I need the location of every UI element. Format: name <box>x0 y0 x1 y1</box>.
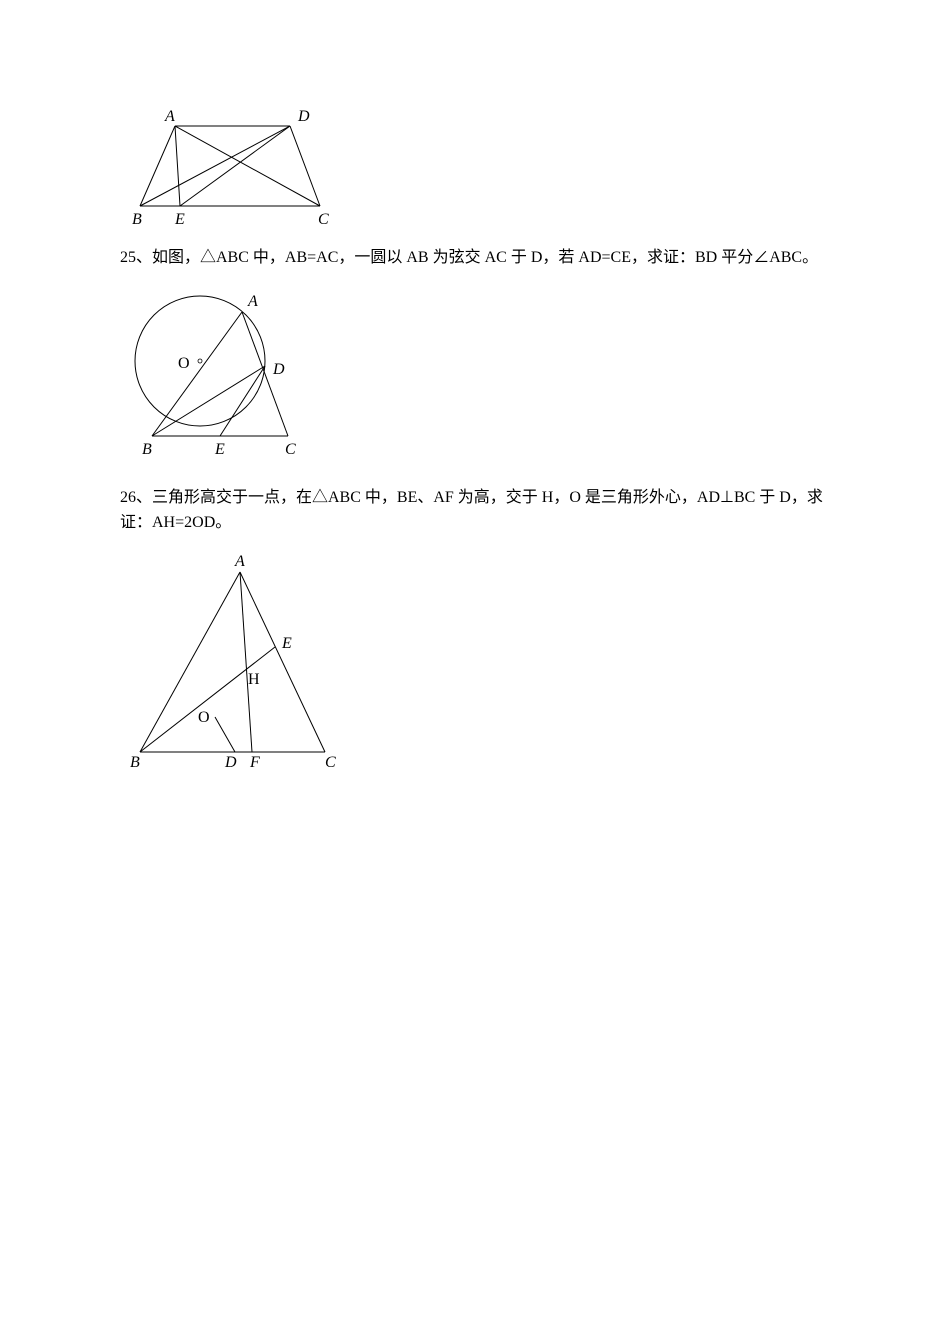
figure-24: A D B E C <box>120 106 830 235</box>
svg-text:B: B <box>130 754 140 771</box>
figure-26: A B C DF E H O <box>120 552 830 786</box>
svg-text:H: H <box>248 671 260 688</box>
problem-26-text: 26、三角形高交于一点，在△ABC 中，BE、AF 为高，交于 H，O 是三角形… <box>120 485 830 536</box>
svg-text:E: E <box>174 211 185 226</box>
svg-text:A: A <box>247 293 258 310</box>
svg-text:A: A <box>164 108 175 125</box>
svg-text:O: O <box>198 709 210 726</box>
problem-25-text: 25、如图，△ABC 中，AB=AC，一圆以 AB 为弦交 AC 于 D，若 A… <box>120 245 830 271</box>
svg-text:C: C <box>318 211 329 226</box>
svg-text:F: F <box>249 754 260 771</box>
svg-text:E: E <box>281 635 292 652</box>
figure-25-svg: A D B E C O <box>120 276 330 466</box>
figure-25: A D B E C O <box>120 276 830 475</box>
figure-24-svg: A D B E C <box>120 106 340 226</box>
svg-text:B: B <box>142 441 152 458</box>
svg-text:D: D <box>272 361 285 378</box>
svg-text:E: E <box>214 441 225 458</box>
svg-text:C: C <box>325 754 336 771</box>
svg-text:A: A <box>234 553 245 570</box>
svg-text:D: D <box>224 754 237 771</box>
svg-text:D: D <box>297 108 310 125</box>
svg-text:O: O <box>178 355 190 372</box>
figure-26-svg: A B C DF E H O <box>120 552 350 777</box>
svg-text:C: C <box>285 441 296 458</box>
svg-text:B: B <box>132 211 142 226</box>
document-page: A D B E C 25、如图，△ABC 中，AB=AC，一圆以 AB 为弦交 AC 于… <box>0 0 950 786</box>
